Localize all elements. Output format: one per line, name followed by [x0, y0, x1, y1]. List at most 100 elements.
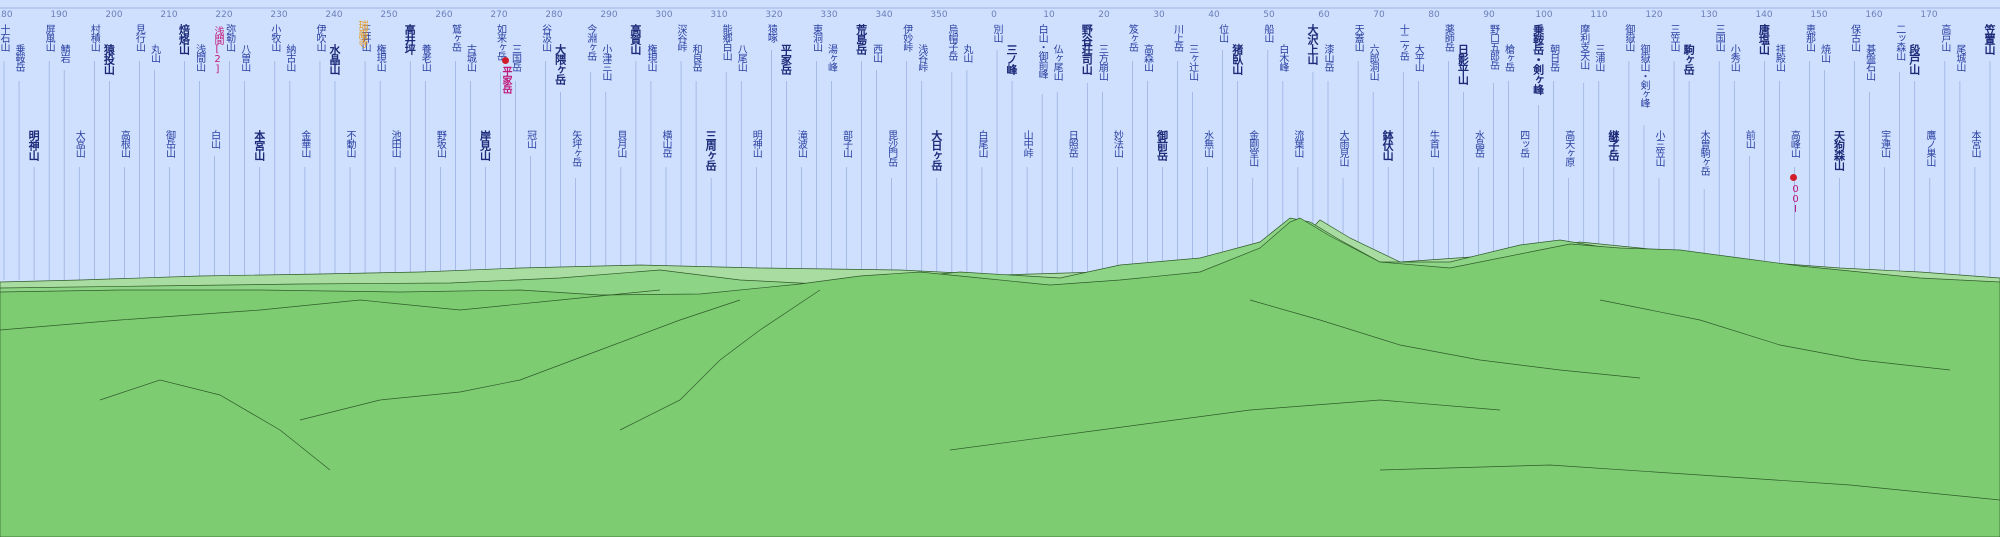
peak-label[interactable]: 小牧山 [268, 24, 280, 51]
peak-label[interactable]: 別山 [991, 24, 1002, 42]
peak-label[interactable]: 明神山 [750, 130, 762, 157]
peak-label[interactable]: 大日ヶ岳 [929, 130, 943, 170]
peak-label[interactable]: 位山 [1216, 24, 1228, 42]
peak-label[interactable]: 御嶽山 [1622, 24, 1634, 51]
peak-label[interactable]: 本宮山 [252, 130, 266, 160]
peak-label[interactable]: 高井坪 [403, 24, 417, 54]
peak-label[interactable]: 八曽山 [238, 44, 250, 71]
peak-label[interactable]: 六郎洞山 [1367, 44, 1379, 80]
peak-label[interactable]: 漆山岳 [1322, 44, 1333, 71]
peak-label[interactable]: 毘沙門岳 [885, 130, 897, 166]
peak-label[interactable]: 伊妙峠 [900, 24, 912, 51]
peak-label[interactable]: 三ノ峰 [1005, 44, 1019, 74]
peak-label[interactable]: 部子山 [840, 130, 852, 157]
peak-label[interactable]: 屏風山 [43, 24, 55, 51]
peak-label[interactable]: 乗鞍岳 [13, 44, 25, 71]
rinzo-label[interactable]: 浅間[2] [212, 26, 223, 74]
peak-label[interactable]: 拝殿山 [1773, 44, 1785, 71]
peak-label[interactable]: 三方崩山 [1096, 44, 1108, 80]
peak-label[interactable]: 浅間山 [193, 44, 205, 71]
peak-label[interactable]: 川上岳 [1171, 24, 1183, 51]
peak-label[interactable]: 宇連山 [1878, 130, 1890, 157]
peak-label[interactable]: 水晶岳 [1472, 130, 1484, 157]
peak-label[interactable]: 岸見山 [478, 130, 492, 160]
peak-label[interactable]: 大平山 [1412, 44, 1424, 71]
peak-label[interactable]: 滝波山 [795, 130, 807, 157]
peak-label[interactable]: 三井山 [359, 24, 371, 51]
peak-label[interactable]: 村積山 [88, 24, 100, 51]
peak-label[interactable]: 如来ヶ岳 [494, 24, 506, 60]
peak-label[interactable]: 高根山 [118, 130, 130, 157]
peak-label[interactable]: 十石山 [0, 24, 9, 51]
peak-label[interactable]: 御岳山 [163, 130, 175, 157]
peak-label[interactable]: 小秀山 [1728, 44, 1740, 71]
peak-label[interactable]: 駒ヶ岳 [1682, 44, 1696, 74]
peak-label[interactable]: 池田山 [389, 130, 401, 157]
peak-label[interactable]: 水晶山 [328, 44, 341, 74]
peak-label[interactable]: 横山岳 [660, 130, 671, 157]
peak-label[interactable]: 二ッ森山 [1893, 24, 1905, 60]
peak-label[interactable]: 貝月山 [614, 130, 626, 157]
peak-label[interactable]: 段戸山 [1907, 44, 1921, 74]
peak-label[interactable]: 高峰山 [1788, 130, 1800, 157]
peak-label[interactable]: 日照岳 [1066, 130, 1078, 157]
peak-label[interactable]: 平家岳 [779, 44, 793, 74]
peak-label[interactable]: 木曽駒ヶ岳 [1698, 130, 1710, 175]
peak-label[interactable]: 権現山 [644, 44, 656, 71]
peak-label[interactable]: 野坂山 [434, 130, 446, 157]
peak-label[interactable]: 朝日岳 [1547, 44, 1559, 71]
peak-label[interactable]: 不動山 [344, 130, 356, 157]
peak-label[interactable]: 三国山 [1713, 24, 1725, 51]
peak-label[interactable]: 小三笠山 [1653, 130, 1664, 166]
peak-label[interactable]: 十二ヶ岳 [1397, 24, 1409, 60]
peak-label[interactable]: 和良岳 [690, 44, 702, 71]
peak-label[interactable]: 大雨見山 [1337, 130, 1349, 166]
peak-label[interactable]: 見行山 [133, 24, 145, 51]
peak-label[interactable]: 牛首山 [1427, 130, 1439, 157]
peak-label[interactable]: 尾城山 [1953, 44, 1965, 71]
peak-label[interactable]: 継子岳 [1606, 130, 1620, 160]
temple-label[interactable]: 瑞巌寺 [356, 20, 367, 47]
peak-label[interactable]: 伊吹山 [313, 24, 325, 51]
peak-label[interactable]: 山中峠 [1021, 130, 1033, 157]
peak-label[interactable]: 天蓋山 [1352, 24, 1364, 51]
peak-label[interactable]: 保古山 [1848, 24, 1860, 51]
peak-label[interactable]: 小津三山 [599, 44, 611, 80]
peak-label[interactable]: 焙烙山 [177, 24, 191, 54]
peak-label[interactable]: 矢坪ヶ岳 [569, 130, 581, 166]
peak-label[interactable]: 唐塩山 [1757, 24, 1771, 54]
peak-label[interactable]: 妙法山 [1111, 130, 1123, 157]
peak-label[interactable]: 大嵓山 [73, 130, 85, 157]
peak-label[interactable]: 鷹ノ巣山 [1923, 130, 1935, 166]
peak-label[interactable]: 流葉山 [1291, 130, 1303, 157]
peak-label[interactable]: 白山 [208, 130, 220, 148]
peak-label[interactable]: 乗鞍岳・剣ヶ峰 [1531, 24, 1545, 94]
peak-label[interactable]: 猪臥山 [1230, 44, 1244, 74]
peak-label[interactable]: 水無山 [1201, 130, 1213, 157]
peak-label[interactable]: 四ッ岳 [1517, 130, 1529, 157]
peak-label[interactable]: 金剛堂山 [1246, 130, 1258, 166]
peak-label[interactable]: 槍ヶ岳 [1502, 44, 1514, 71]
peak-label[interactable]: 笠置山 [1983, 24, 1996, 54]
peak-label[interactable]: 御嶽山・剣ヶ峰 [1637, 44, 1649, 107]
peak-label[interactable]: 三ヶ辻山 [1186, 44, 1198, 80]
peak-label[interactable]: 高森山 [1141, 44, 1153, 71]
peak-label[interactable]: 焼山 [1818, 44, 1830, 62]
peak-label[interactable]: 三浦山 [1592, 44, 1604, 71]
peak-label[interactable]: 野口五郎岳 [1487, 24, 1499, 69]
peak-label[interactable]: 湯ヶ峰 [825, 44, 837, 71]
peak-label[interactable]: 荒島岳 [854, 24, 868, 54]
peak-label[interactable]: 養老山 [419, 44, 431, 71]
peak-label[interactable]: 丸山 [960, 44, 972, 62]
peak-label[interactable]: 高天ヶ原 [1562, 130, 1574, 166]
peak-label[interactable]: 谷汲山 [539, 24, 551, 51]
peak-label[interactable]: 納古山 [283, 44, 295, 71]
peak-label[interactable]: 大隈ヶ岳 [553, 44, 567, 84]
peak-label[interactable]: 日影平山 [1456, 44, 1470, 84]
peak-label[interactable]: 白木峰 [1276, 44, 1288, 71]
peak-label[interactable]: 高賀山 [628, 24, 642, 54]
peak-label[interactable]: 冠山 [524, 130, 536, 148]
peak-label[interactable]: 今淵ヶ岳 [584, 24, 596, 60]
peak-label[interactable]: 野谷荘司山 [1080, 24, 1094, 74]
